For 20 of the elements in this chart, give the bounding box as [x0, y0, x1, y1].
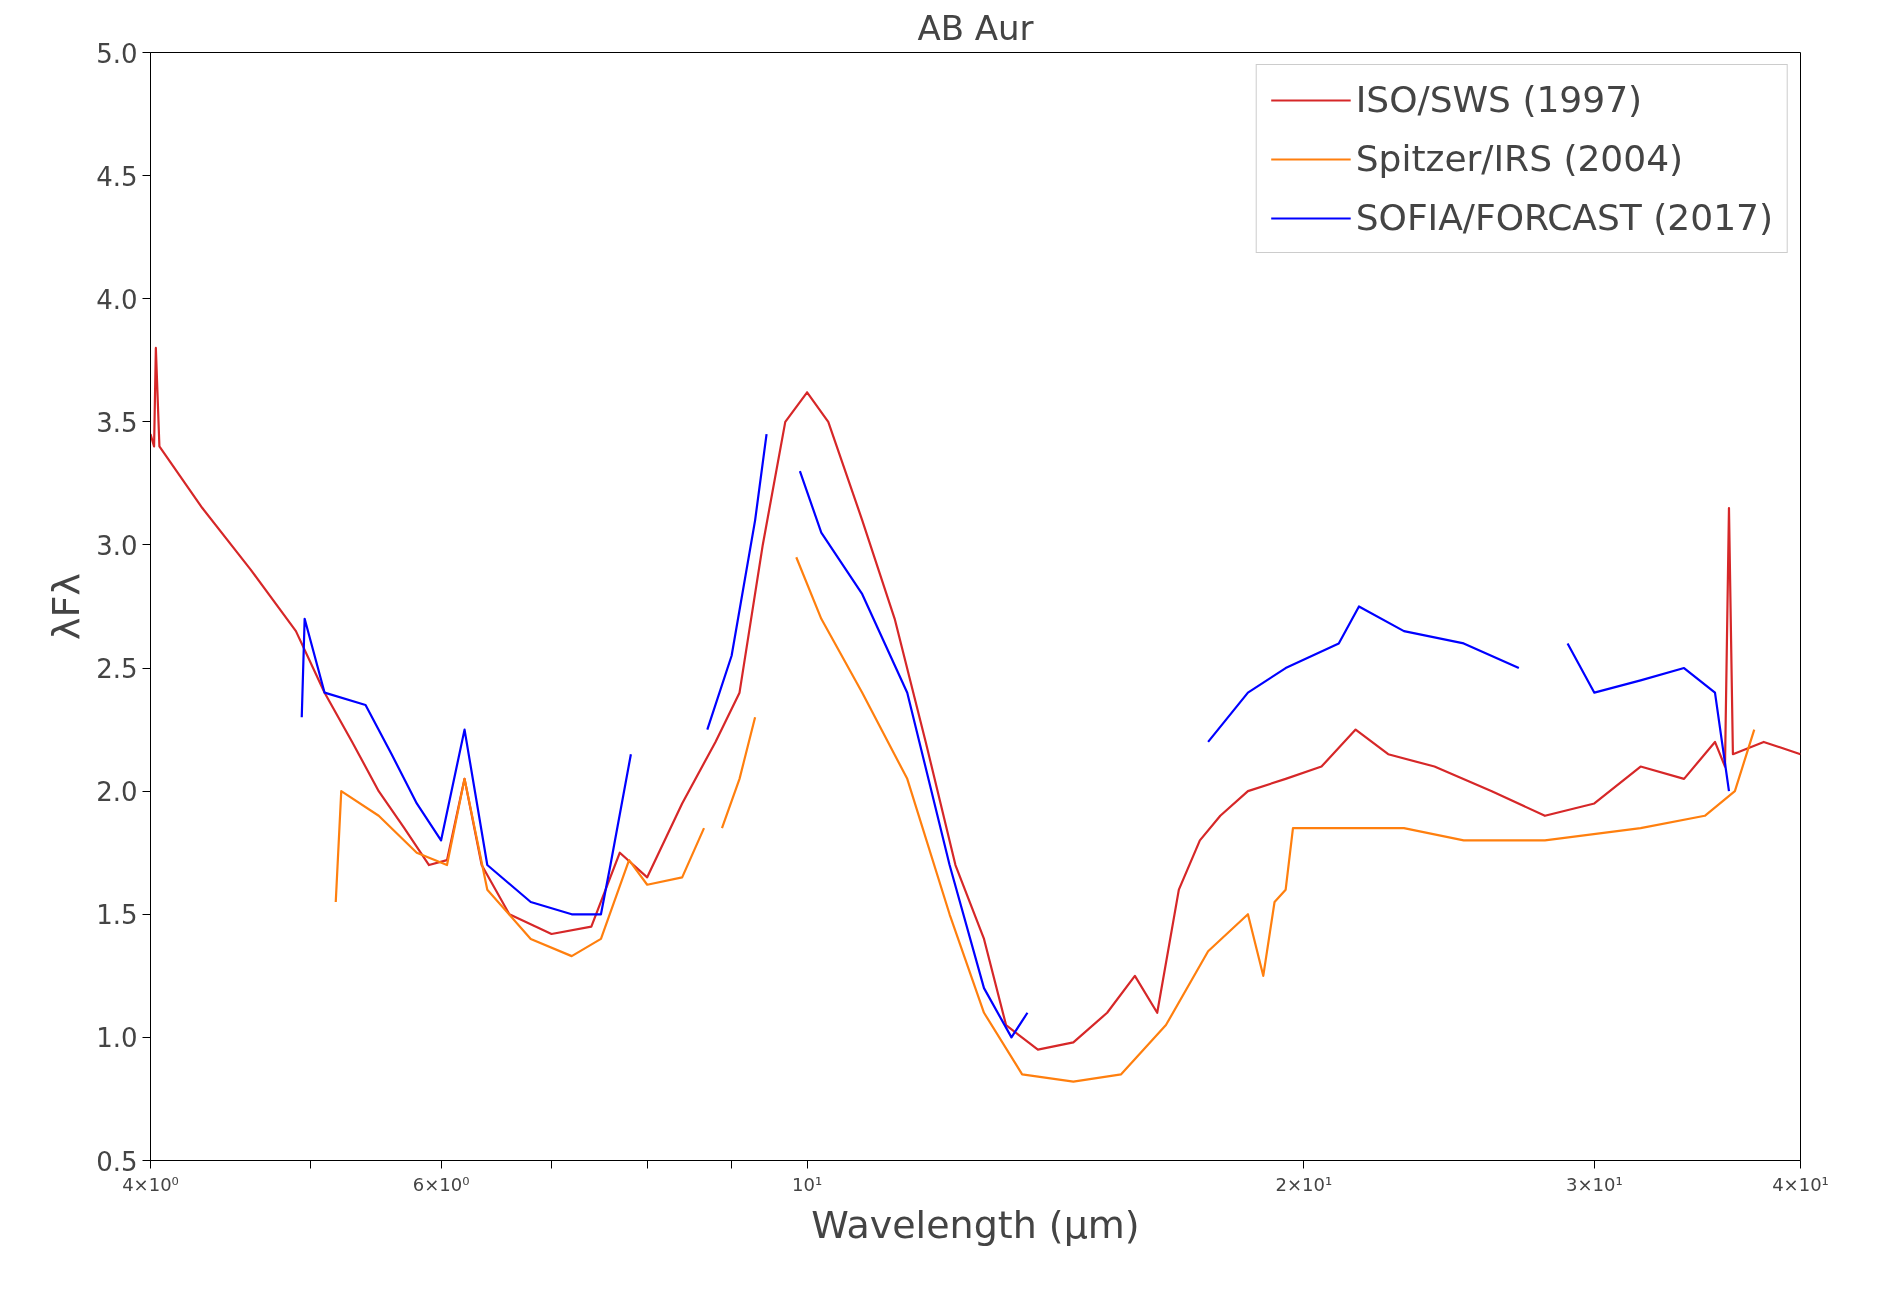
y-tick-label: 1.0: [96, 1023, 138, 1054]
legend-label: SOFIA/FORCAST (2017): [1355, 197, 1773, 238]
x-tick-label: 6×10⁰: [412, 1173, 470, 1195]
x-tick-label: 4×10¹: [1772, 1173, 1829, 1195]
y-tick-label: 2.5: [96, 654, 138, 685]
x-tick-label: 3×10¹: [1566, 1173, 1623, 1195]
y-tick-label: 2.0: [96, 777, 138, 808]
y-tick-label: 5.0: [96, 38, 138, 69]
y-tick-label: 1.5: [96, 900, 138, 931]
legend-label: ISO/SWS (1997): [1355, 79, 1643, 120]
y-tick-label: 4.0: [96, 284, 138, 315]
x-tick-label: 10¹: [792, 1173, 823, 1195]
y-tick-label: 4.5: [96, 161, 138, 192]
chart-title: AB Aur: [917, 7, 1034, 48]
x-tick-label: 2×10¹: [1275, 1173, 1333, 1195]
legend-label: Spitzer/IRS (2004): [1355, 138, 1684, 179]
y-axis-title: λFλ: [44, 573, 89, 640]
y-tick-label: 3.5: [96, 407, 138, 438]
x-axis-title: Wavelength (μm): [811, 1202, 1140, 1247]
y-tick-label: 3.0: [96, 530, 138, 561]
